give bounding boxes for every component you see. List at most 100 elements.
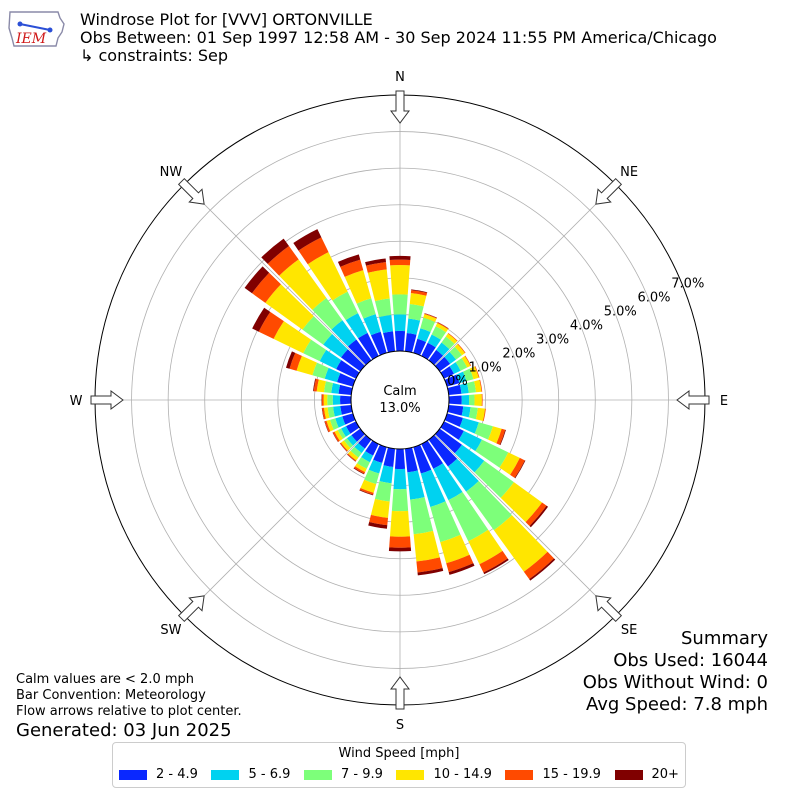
wind-bar-segment — [458, 430, 482, 452]
legend-swatch — [303, 769, 332, 780]
wind-bar-segment — [406, 318, 421, 335]
wind-bar-segment — [347, 453, 357, 462]
wind-bar-segment — [337, 254, 361, 267]
wind-bar-segment — [461, 356, 471, 368]
wind-bar-segment — [324, 367, 341, 383]
wind-bar-segment — [468, 407, 478, 420]
wind-bar-segment — [350, 446, 362, 458]
wind-bar-segment — [454, 344, 465, 356]
wind-bar-segment — [332, 431, 340, 442]
wind-bar-segment — [440, 366, 454, 379]
flow-arrow-icon — [177, 177, 205, 205]
wind-bar-segment — [337, 428, 346, 439]
legend-label: 7 - 9.9 — [340, 767, 383, 782]
wind-bar-segment — [361, 451, 374, 463]
wind-bar-segment — [467, 381, 477, 394]
wind-bar-segment — [340, 349, 365, 372]
wind-bar-segment — [433, 463, 463, 501]
wind-bar-segment — [313, 378, 319, 392]
summary-title: Summary — [681, 628, 768, 649]
calm-note: Calm values are < 2.0 mph — [16, 672, 195, 687]
wind-bar-segment — [468, 394, 475, 406]
flow-arrows-note: Flow arrows relative to plot center. — [16, 704, 242, 719]
legend-label: 10 - 14.9 — [433, 767, 492, 782]
wind-bar-segment — [488, 426, 502, 444]
angular-gridline — [184, 184, 366, 366]
wind-bar-segment — [427, 334, 441, 348]
wind-bar-segment — [346, 454, 356, 462]
chart-subtitle: Obs Between: 01 Sep 1997 12:58 AM - 30 S… — [80, 28, 717, 47]
wind-bar-segment — [389, 536, 411, 548]
legend-items: 2 - 4.9 5 - 6.9 7 - 9.9 10 - 14.9 15 - 1… — [119, 767, 679, 782]
wind-bar-segment — [388, 547, 412, 552]
wind-bars — [244, 229, 556, 581]
wind-bar-segment — [391, 488, 409, 512]
legend-item: 7 - 9.9 — [303, 767, 383, 782]
wind-bar-segment — [445, 333, 458, 344]
wind-bar-segment — [379, 314, 394, 333]
speed-legend: Wind Speed [mph] 2 - 4.9 5 - 6.9 7 - 9.9… — [112, 742, 686, 788]
wind-bar-segment — [334, 430, 343, 441]
wind-bar-segment — [323, 394, 328, 406]
angular-gridline — [434, 184, 616, 366]
wind-bar-segment — [358, 435, 372, 449]
wind-bar-segment — [357, 457, 370, 469]
wind-bar-segment — [390, 265, 410, 295]
compass-label-w: W — [70, 394, 83, 409]
wind-bar-segment — [367, 269, 390, 302]
legend-item: 10 - 14.9 — [396, 767, 492, 782]
wind-bar-segment — [324, 421, 329, 433]
compass-labels: N NE E SE S SW W NW — [70, 70, 729, 733]
wind-bar-segment — [359, 488, 374, 495]
radial-tick-label: 2.0% — [502, 346, 535, 361]
wind-bar-segment — [244, 266, 270, 294]
wind-bar-segment — [449, 346, 462, 360]
wind-bar-segment — [447, 404, 464, 416]
wind-bar-segment — [413, 530, 440, 562]
wind-bar-segment — [448, 395, 462, 405]
wind-bar-segment — [365, 258, 386, 266]
summary-obs-used: Obs Used: 16044 — [613, 650, 768, 671]
wind-bar-segment — [273, 321, 312, 354]
wind-bar-segment — [267, 246, 299, 276]
wind-bar-segment — [417, 568, 444, 576]
wind-bar-segment — [413, 338, 427, 356]
summary-avg-speed: Avg Speed: 7.8 mph — [586, 694, 768, 715]
legend-label: 15 - 19.9 — [542, 767, 601, 782]
wind-bar-segment — [448, 491, 489, 542]
wind-bar-segment — [340, 442, 348, 452]
compass-label-s: S — [396, 718, 404, 733]
calm-value: 13.0% — [379, 401, 420, 416]
wind-bar-segment — [265, 284, 314, 330]
flow-arrow-icon — [676, 390, 710, 410]
compass-label-nw: NW — [160, 165, 183, 180]
wind-bar-segment — [331, 383, 341, 394]
wind-bar-segment — [392, 294, 408, 315]
wind-bar-segment — [431, 326, 447, 340]
wind-bar-segment — [455, 358, 468, 371]
wind-bar-segment — [525, 502, 547, 526]
wind-bar-segment — [353, 466, 366, 474]
wind-bar-segment — [383, 447, 396, 467]
wind-bar-segment — [358, 332, 379, 360]
legend-swatch — [505, 769, 534, 780]
radial-tick-label: 6.0% — [637, 290, 670, 305]
wind-bar-segment — [461, 406, 471, 418]
wind-bar-segment — [340, 395, 352, 405]
summary-block: Summary Obs Used: 16044 Obs Without Wind… — [583, 628, 768, 716]
flow-arrow-icon — [390, 90, 410, 124]
wind-bar-segment — [479, 379, 483, 392]
wind-bar-segment — [307, 252, 348, 301]
wind-bar-segment — [313, 378, 316, 392]
wind-bar-segment — [345, 313, 368, 339]
wind-bar-segment — [459, 417, 479, 434]
wind-bar-segment — [342, 413, 356, 425]
wind-bar-segment — [359, 489, 374, 496]
wind-bar-segment — [338, 384, 353, 396]
wind-bar-segment — [404, 333, 417, 353]
wind-bar-segment — [289, 352, 302, 371]
wind-bar-segment — [435, 428, 462, 454]
flow-arrow-icon — [90, 390, 124, 410]
wind-bar-segment — [369, 514, 389, 526]
wind-bar-segment — [437, 321, 449, 329]
